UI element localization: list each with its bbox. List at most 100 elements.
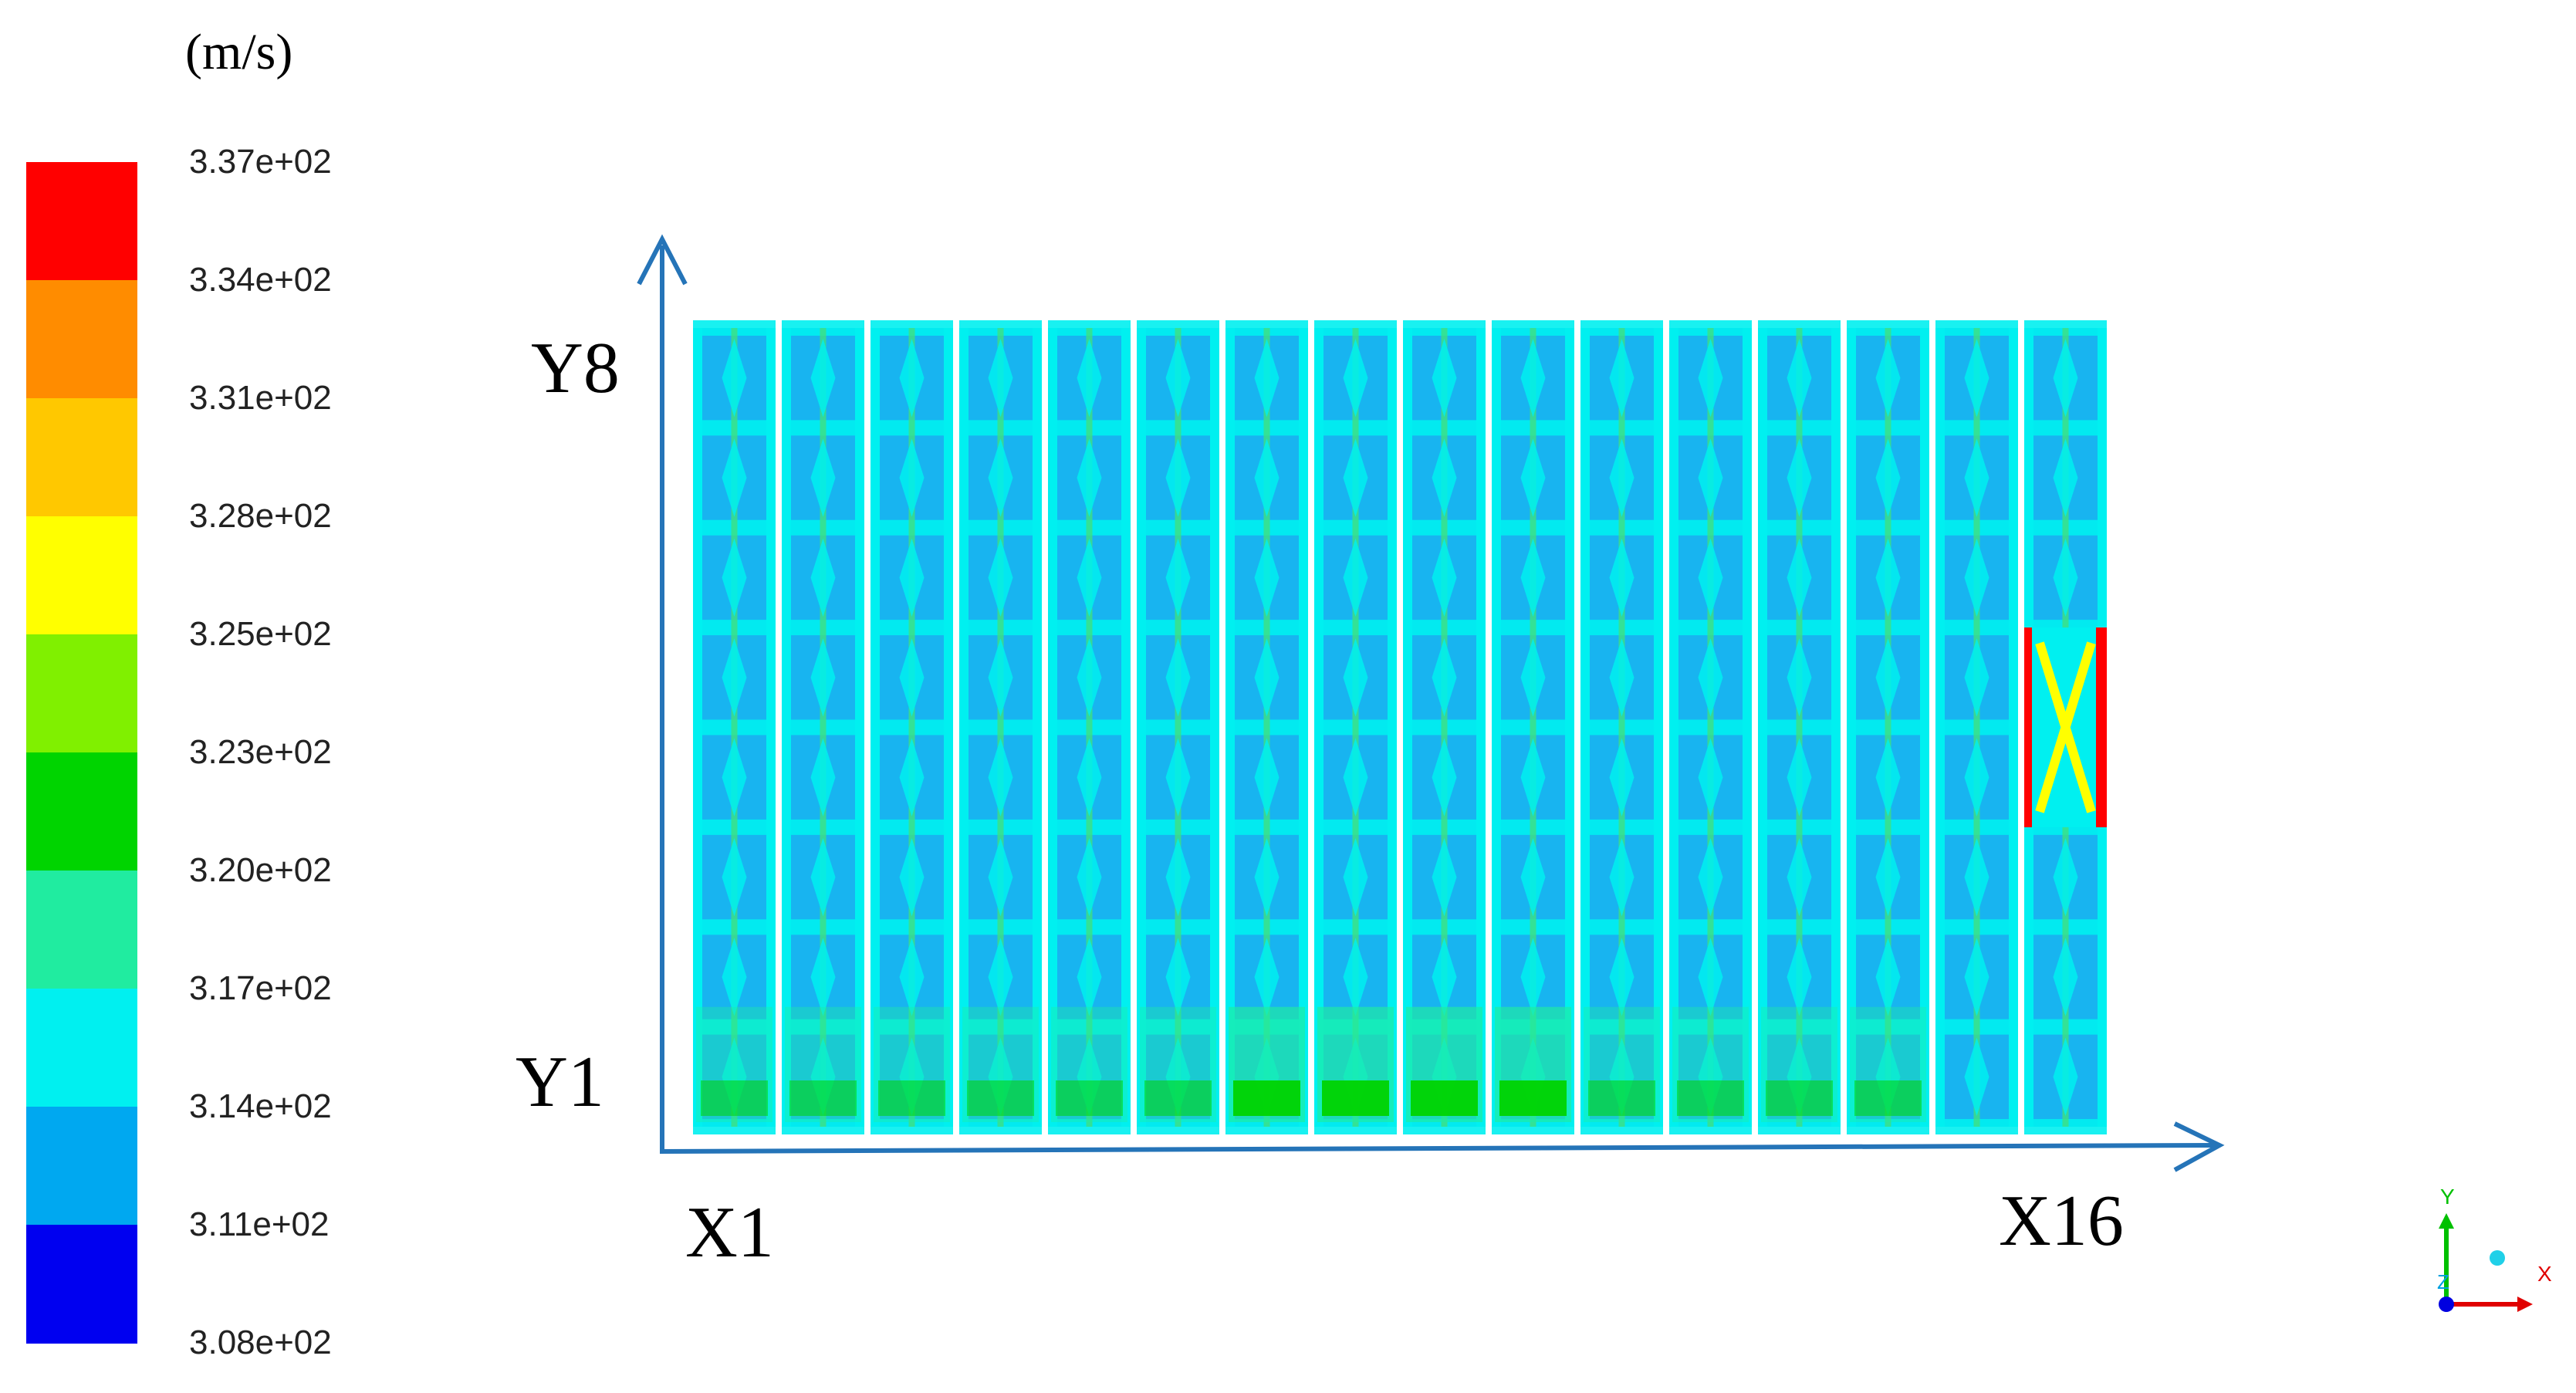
tube-column (782, 320, 864, 1134)
tube-centerline (908, 328, 915, 1127)
tube-edge (1314, 328, 1323, 1127)
cell-pattern (1609, 538, 1635, 617)
contour-field (693, 320, 2107, 1134)
hot-spot-edge (2024, 627, 2032, 827)
cell-pattern (1698, 938, 1723, 1016)
tube-edge (870, 328, 880, 1127)
cell-pattern (899, 638, 925, 717)
cell-pattern (1698, 339, 1723, 418)
bottom-hotspot (789, 1080, 857, 1116)
cell-pattern (1432, 339, 1457, 418)
cell-pattern (1254, 837, 1280, 917)
bottom-hotspot (967, 1080, 1034, 1116)
cell-pattern (1077, 938, 1102, 1016)
tube-centerline (1796, 328, 1803, 1127)
bottom-hotspot (1499, 1080, 1567, 1116)
cell-pattern (1698, 837, 1723, 917)
cell-pattern (1165, 339, 1191, 418)
cell-pattern (1875, 638, 1901, 717)
y-axis-arrowhead (637, 234, 688, 286)
tube-edge (1210, 328, 1219, 1127)
cell-pattern (1520, 638, 1546, 717)
tube-column (1492, 320, 1574, 1134)
tube-edge (693, 328, 702, 1127)
legend-tick-label: 3.28e+02 (189, 497, 332, 535)
tube-edge (1048, 328, 1057, 1127)
tube-edge (1565, 328, 1574, 1127)
tube-centerline (1175, 328, 1182, 1127)
cell-pattern (899, 938, 925, 1016)
cell-pattern (1875, 738, 1901, 817)
tube-centerline (1441, 328, 1448, 1127)
cell-pattern (810, 339, 836, 418)
bottom-hotspot (701, 1080, 768, 1116)
cell-pattern (1964, 738, 1989, 817)
legend-swatch (26, 989, 137, 1107)
cell-pattern (1964, 837, 1989, 917)
cell-pattern (899, 837, 925, 917)
bottom-hotspot (1056, 1080, 1123, 1116)
cell-pattern (2053, 938, 2078, 1016)
tube-centerline (1707, 328, 1714, 1127)
cell-pattern (899, 538, 925, 617)
legend-tick-label: 3.37e+02 (189, 143, 332, 181)
tube-edge (944, 328, 953, 1127)
tube-centerline (1973, 328, 1980, 1127)
cell-pattern (810, 738, 836, 817)
cell-pattern (1875, 938, 1901, 1016)
cell-pattern (1787, 938, 1812, 1016)
cell-pattern (2053, 538, 2078, 617)
cell-pattern (1343, 837, 1368, 917)
legend-swatch (26, 162, 137, 281)
legend-swatch (26, 871, 137, 989)
cell-pattern (1254, 538, 1280, 617)
color-legend-bar (26, 162, 137, 1344)
tube-edge (1847, 328, 1856, 1127)
cell-pattern (1077, 339, 1102, 418)
cell-pattern (2053, 339, 2078, 418)
cell-pattern (1077, 837, 1102, 917)
cell-pattern (1875, 339, 1901, 418)
tube-centerline (997, 328, 1004, 1127)
cell-pattern (1432, 638, 1457, 717)
tube-centerline (731, 328, 738, 1127)
tube-edge (1137, 328, 1146, 1127)
legend-tick-label: 3.14e+02 (189, 1087, 332, 1125)
bottom-hotspot (878, 1080, 945, 1116)
cell-pattern (1609, 938, 1635, 1016)
tube-edge (1580, 328, 1590, 1127)
bottom-hotspot (1588, 1080, 1655, 1116)
tube-column (1225, 320, 1308, 1134)
tube-edge (1388, 328, 1397, 1127)
cell-pattern (722, 538, 747, 617)
cell-pattern (899, 738, 925, 817)
tube-centerline (1885, 328, 1891, 1127)
cell-pattern (1432, 738, 1457, 817)
cell-pattern (1520, 438, 1546, 517)
cell-pattern (1432, 837, 1457, 917)
cell-pattern (1875, 837, 1901, 917)
cell-pattern (1254, 438, 1280, 517)
cell-pattern (810, 638, 836, 717)
tube-edge (1743, 328, 1752, 1127)
tube-edge (1758, 328, 1767, 1127)
cell-pattern (722, 339, 747, 418)
cell-pattern (1609, 738, 1635, 817)
cell-pattern (1165, 638, 1191, 717)
legend-tick-label: 3.17e+02 (189, 969, 332, 1007)
cell-pattern (988, 638, 1013, 717)
cell-pattern (1165, 538, 1191, 617)
cell-pattern (1343, 738, 1368, 817)
cell-pattern (988, 837, 1013, 917)
cell-pattern (1698, 538, 1723, 617)
cell-pattern (1964, 1037, 1989, 1116)
legend-tick-label: 3.11e+02 (189, 1205, 330, 1243)
x-axis-right-label: X16 (1999, 1181, 2124, 1261)
cell-pattern (1787, 339, 1812, 418)
tube-column (1403, 320, 1486, 1134)
legend-tick-label: 3.31e+02 (189, 379, 332, 417)
tube-edge (1299, 328, 1308, 1127)
cell-pattern (722, 837, 747, 917)
cell-pattern (1787, 438, 1812, 517)
cell-pattern (1432, 538, 1457, 617)
